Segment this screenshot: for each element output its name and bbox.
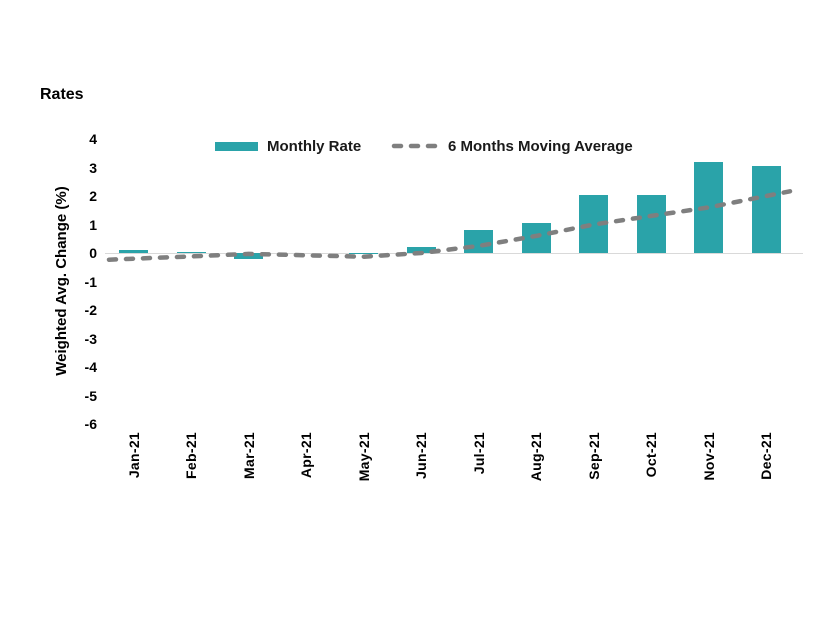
legend-dash-swatch-icon bbox=[391, 143, 439, 149]
bar-jan-21 bbox=[119, 250, 149, 253]
x-tick-label: Dec-21 bbox=[758, 432, 775, 480]
legend-label-monthly-rate: Monthly Rate bbox=[267, 137, 362, 155]
x-tick-label: Jun-21 bbox=[413, 432, 430, 479]
y-tick-label: -1 bbox=[84, 273, 97, 290]
x-tick-label: Mar-21 bbox=[240, 432, 257, 479]
bar-may-21 bbox=[349, 253, 379, 255]
bar-mar-21 bbox=[234, 253, 264, 259]
y-tick-label: -5 bbox=[84, 387, 97, 404]
y-tick-label: 4 bbox=[89, 131, 97, 147]
x-tick-label: Jan-21 bbox=[125, 432, 142, 479]
x-tick-label: Apr-21 bbox=[298, 432, 315, 479]
x-tick-label: Jul-21 bbox=[470, 432, 487, 475]
x-axis-line bbox=[105, 253, 803, 254]
bar-feb-21 bbox=[176, 252, 206, 254]
y-tick-label: 0 bbox=[89, 245, 97, 261]
y-tick-label: -6 bbox=[84, 416, 97, 432]
y-tick-label: 1 bbox=[89, 216, 97, 233]
x-tick-label: Aug-21 bbox=[528, 432, 545, 482]
y-tick-label: -4 bbox=[84, 359, 97, 375]
bar-nov-21 bbox=[694, 161, 724, 253]
chart-title: Rates bbox=[40, 86, 84, 103]
legend-label-moving-average: 6 Months Moving Average bbox=[448, 137, 633, 155]
bar-sep-21 bbox=[579, 194, 609, 253]
y-tick-label: 3 bbox=[89, 159, 97, 176]
x-tick-label: Feb-21 bbox=[183, 432, 200, 479]
x-tick-label: Nov-21 bbox=[700, 432, 717, 481]
y-tick-label: 2 bbox=[89, 188, 97, 204]
bar-aug-21 bbox=[521, 223, 551, 253]
x-tick-label: May-21 bbox=[355, 432, 372, 482]
legend-bar-swatch-icon bbox=[215, 141, 258, 151]
bar-jul-21 bbox=[464, 230, 494, 253]
legend-item-moving-average: 6 Months Moving Average bbox=[391, 136, 633, 156]
bar-oct-21 bbox=[636, 194, 666, 253]
y-tick-label: -3 bbox=[84, 330, 97, 347]
bar-dec-21 bbox=[751, 166, 781, 253]
y-tick-label: -2 bbox=[84, 302, 97, 318]
bar-jun-21 bbox=[406, 247, 436, 253]
legend-item-monthly-rate: Monthly Rate bbox=[215, 136, 361, 156]
x-tick-label: Oct-21 bbox=[643, 432, 660, 478]
x-tick-label: Sep-21 bbox=[585, 432, 602, 480]
